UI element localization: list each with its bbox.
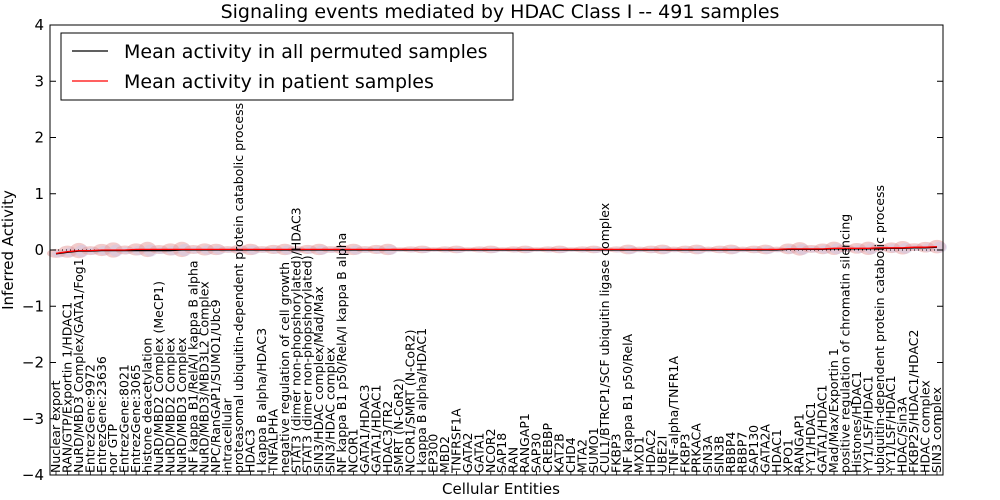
x-tick-label-44: KAT2B <box>551 433 566 473</box>
y-tick-label-8: 4 <box>34 16 44 34</box>
x-tick-label-15: intracellular <box>220 397 235 473</box>
x-tick-label-1: RAN/GTP/Exportin 1/HDAC1 <box>59 302 74 473</box>
y-tick-label-5: 1 <box>34 185 44 203</box>
legend-box <box>60 32 514 101</box>
y-tick-label-4: 0 <box>34 241 44 259</box>
x-tick-label-18: I kappa B alpha/HDAC3 <box>254 328 269 473</box>
x-tick-label-12: NF kappa B1/RelA/I kappa B alpha <box>185 260 200 473</box>
x-tick-label-71: YY1/LSF/HDAC1 <box>860 375 875 474</box>
x-tick-label-47: SUMO1 <box>586 427 601 473</box>
x-tick-label-65: RANGAP1 <box>792 413 807 473</box>
y-tick-label-0: −4 <box>22 466 44 484</box>
y-tick-label-7: 3 <box>34 72 44 90</box>
x-tick-label-2: NuRD/MBD3 Complex/GATA1/Fog1 <box>71 258 86 473</box>
legend-label-permuted: Mean activity in all permuted samples <box>124 41 487 63</box>
x-tick-label-9: NuRD/MBD2 Complex (MeCP1) <box>151 281 166 473</box>
x-tick-label-70: Histones/HDAC1 <box>849 371 864 473</box>
x-tick-label-38: NCOR2 <box>483 428 498 473</box>
x-tick-label-42: SAP30 <box>529 433 544 473</box>
x-tick-label-21: STAT3 (dimer non-phopshorylated)/HDAC3 <box>288 207 303 473</box>
legend: Mean activity in all permuted samples Me… <box>60 32 514 101</box>
chart-title: Signaling events mediated by HDAC Class … <box>221 1 780 23</box>
x-tick-label-39: SAP18 <box>494 433 509 473</box>
x-tick-label-67: GATA1/HDAC1 <box>815 385 830 473</box>
x-tick-label-4: EntrezGene:23636 <box>94 356 109 473</box>
x-tick-label-75: FKBP25/HDAC1/HDAC2 <box>906 330 921 473</box>
y-tick-label-2: −2 <box>22 354 44 372</box>
x-tick-label-31: NCOR1/SMRT (N-CoR2) <box>403 330 418 474</box>
x-tick-label-50: NF kappa B1 p50/RelA <box>620 333 635 473</box>
y-axis-label: Inferred Activity <box>0 190 17 310</box>
x-tick-label-37: GATA1 <box>471 433 486 473</box>
x-tick-label-17: HDAC3 <box>243 429 258 473</box>
x-tick-label-45: CHD4 <box>563 437 578 473</box>
x-tick-label-36: GATA2 <box>460 433 475 473</box>
x-tick-label-34: MBD2 <box>437 436 452 473</box>
x-tick-label-11: NuRD/MBD3 Complex <box>174 337 189 473</box>
x-tick-label-19: TNFALPHA <box>265 409 280 474</box>
x-tick-label-55: FKBP3 <box>677 434 692 473</box>
x-tick-label-61: SAP130 <box>746 425 761 473</box>
x-tick-label-60: RBBP7 <box>735 432 750 473</box>
x-tick-label-57: SIN3A <box>700 435 715 473</box>
x-tick-label-16: proteasomal ubiquitin-dependent protein … <box>231 103 246 473</box>
x-tick-label-53: UBE2I <box>654 436 669 473</box>
x-tick-label-0: Nuclear export <box>48 380 63 473</box>
x-tick-label-33: EP300 <box>426 434 441 473</box>
x-tick-label-77: SIN3 complex <box>929 387 944 473</box>
x-tick-label-52: HDAC2 <box>643 429 658 473</box>
x-tick-label-43: CREBBP <box>540 423 555 473</box>
x-tick-label-74: HDAC/Sin3A <box>895 397 910 473</box>
x-tick-label-63: HDAC1 <box>769 429 784 473</box>
x-tick-label-20: negative regulation of cell growth <box>277 262 292 473</box>
x-tick-label-8: histone deacetylation <box>140 338 155 473</box>
x-tick-label-26: NCOR1 <box>346 428 361 473</box>
x-tick-label-56: PRKACA <box>689 423 704 473</box>
x-tick-label-7: EntrezGene:3065 <box>128 364 143 473</box>
x-tick-label-24: SIN3/HDAC complex <box>323 347 338 473</box>
x-tick-label-22: STAT3 (dimer non-phopshorylated) <box>300 255 315 473</box>
x-tick-label-46: MTA2 <box>574 439 589 473</box>
x-tick-label-35: TNFRSF1A <box>449 408 464 474</box>
x-tick-label-3: EntrezGene:9972 <box>82 364 97 473</box>
x-tick-label-27: GATA1/HDAC3 <box>357 385 372 473</box>
x-tick-label-58: SIN3B <box>712 436 727 474</box>
x-tick-label-5: nor GTP <box>105 423 120 473</box>
x-tick-label-62: GATA2A <box>757 424 772 473</box>
x-tick-label-25: NF kappa B1 p50/RelA/I kappa B alpha <box>334 233 349 473</box>
x-tick-label-68: Mad/Max/Exportin 1 <box>826 348 841 473</box>
x-tick-label-32: I kappa B alpha/HDAC1 <box>414 328 429 473</box>
x-tick-label-69: positive regulation of chromatin silenci… <box>838 214 853 473</box>
x-tick-label-13: NuRD/MBD3/MBD3L2 Complex <box>197 281 212 473</box>
x-tick-label-49: FKBP3 <box>609 434 624 473</box>
x-tick-label-10: NuRD/MBD2 Complex <box>162 337 177 473</box>
x-tick-label-6: EntrezGene:8021 <box>117 364 132 473</box>
x-tick-label-64: XPO1 <box>780 439 795 473</box>
y-tick-label-3: −1 <box>22 297 44 315</box>
legend-label-patient: Mean activity in patient samples <box>124 71 434 93</box>
x-tick-label-66: YY1/HDAC1 <box>803 402 818 474</box>
x-tick-label-51: MXD1 <box>632 436 647 473</box>
x-tick-label-29: HDAC3/TR2 <box>380 401 395 473</box>
x-tick-label-30: SMRT (N-CoR2) <box>391 378 406 473</box>
x-tick-label-48: CUL1/BTRCP1/SCF ubiquitin ligase complex <box>597 203 612 473</box>
x-tick-label-41: RANGAP1 <box>517 413 532 473</box>
x-tick-label-76: HDAC complex <box>918 380 933 473</box>
x-axis-label: Cellular Entities <box>442 480 560 498</box>
x-tick-label-40: RAN <box>506 447 521 473</box>
plot-area: −4 −3 −2 −1 0 1 2 3 4 Nuclear exportRAN/GTP/Expor… <box>22 16 947 484</box>
y-tick-label-1: −3 <box>22 410 44 428</box>
x-tick-label-23: SIN3/HDAC complex/Mad/Max <box>311 286 326 473</box>
x-tick-label-59: RBBP4 <box>723 432 738 473</box>
series-line-patient <box>55 245 938 255</box>
x-tick-label-72: ubiquitin-dependent protein catabolic pr… <box>872 185 887 473</box>
x-tick-label-28: GATA1/HDAC1 <box>368 385 383 473</box>
x-tick-label-73: YY1/LSF/HDAC1 <box>883 375 898 474</box>
x-tick-label-54: TNF-alpha/TNFR1A <box>666 356 681 474</box>
x-tick-label-14: NPC/RanGAP1/SUMO1/Ubc9 <box>208 299 223 473</box>
y-tick-label-6: 2 <box>34 129 44 147</box>
